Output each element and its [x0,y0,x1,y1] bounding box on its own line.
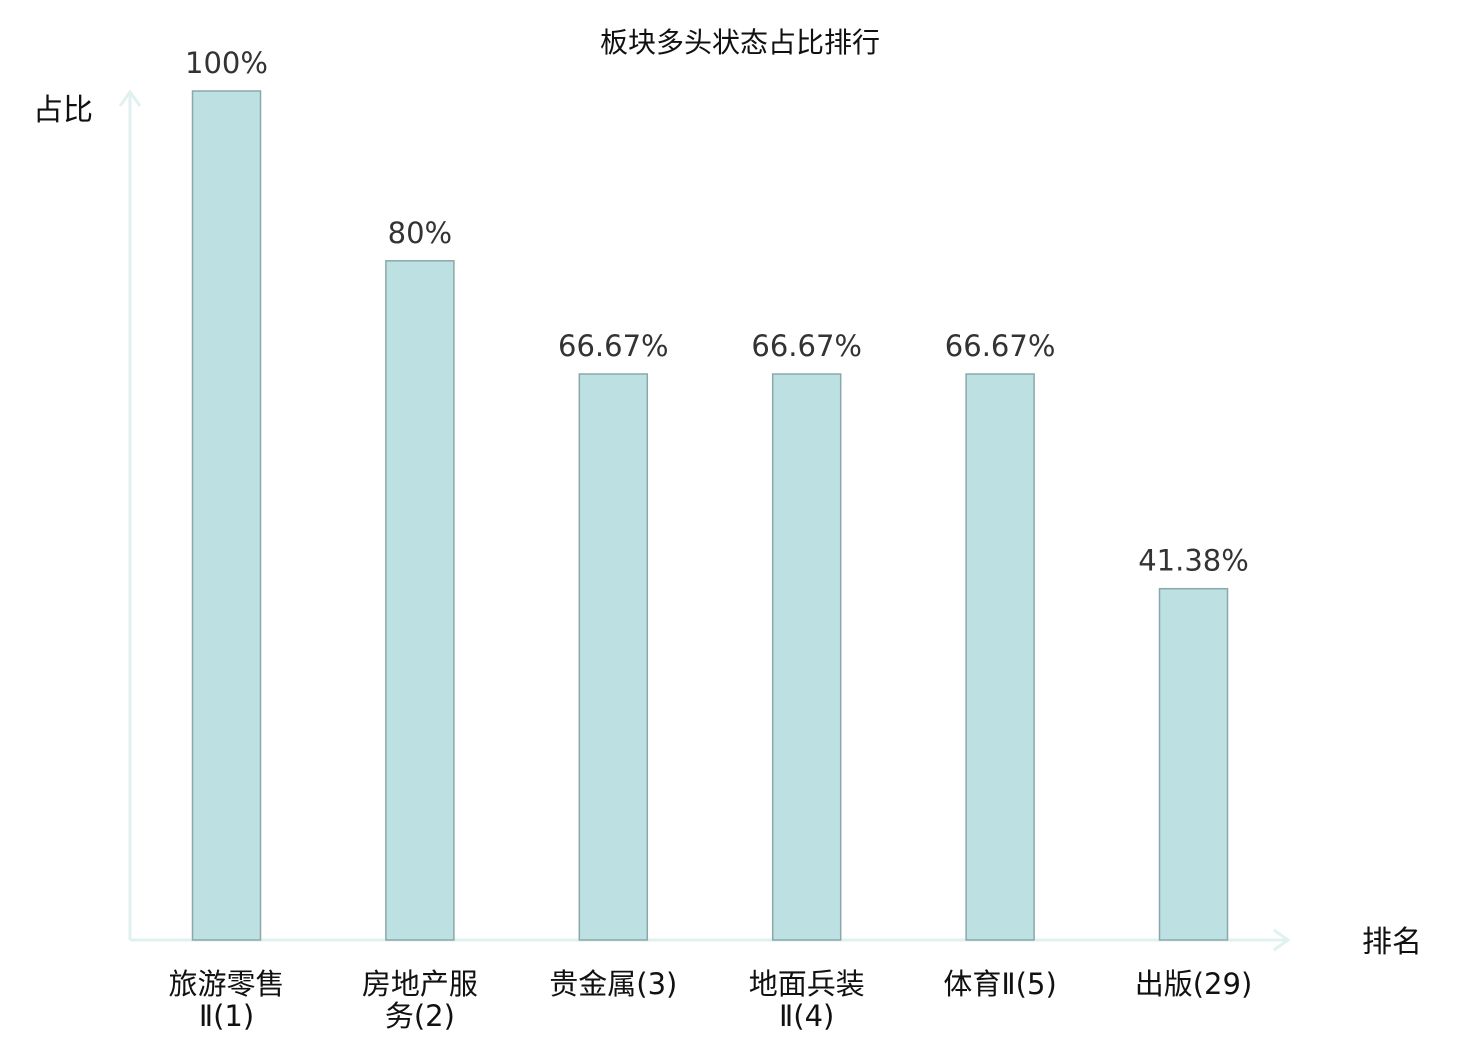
category-label-line: 地面兵装 [749,967,865,1001]
bars-group [191,90,1229,941]
category-label-5: 体育Ⅱ(5) [943,967,1056,1001]
bar-2 [385,260,455,941]
y-axis-label: 占比 [33,93,93,128]
category-label-line: Ⅱ(4) [779,999,834,1033]
category-label-line: 旅游零售 [168,967,284,1001]
category-label-3: 贵金属(3) [549,967,677,1001]
category-label-1: 旅游零售 Ⅱ(1) [168,967,284,1033]
value-labels-group: 100% 80% 66.67% 66.67% 66.67% 41.38% [185,46,1249,578]
bar-1 [191,90,262,941]
bar-4 [771,373,842,941]
value-label-1: 100% [185,46,268,80]
value-label-5: 66.67% [945,329,1056,363]
bar-6 [1158,587,1229,941]
category-label-line: Ⅱ(1) [199,999,254,1033]
category-label-6: 出版(29) [1135,967,1253,1001]
category-label-2: 房地产服务(2) [362,967,478,1033]
x-axis: 排名 [130,925,1422,960]
value-label-2: 80% [388,216,452,250]
x-axis-arrow-icon [1273,928,1291,952]
category-label-4: 地面兵装 Ⅱ(4) [749,967,865,1033]
category-labels-group: 旅游零售 Ⅱ(1) 房地产服务(2) 贵金属(3) 地面兵装 Ⅱ(4) 体育Ⅱ(5) 出版(2… [168,967,1252,1033]
category-label-line: 体育Ⅱ(5) [943,967,1056,1001]
category-label-line: 务(2) [385,999,455,1033]
chart-title: 板块多头状态占比排行 [600,26,880,59]
bar-3 [578,373,649,941]
y-axis: 占比 [33,89,142,940]
value-label-3: 66.67% [558,329,669,363]
category-label-line: 贵金属(3) [549,967,677,1001]
bar-5 [965,373,1035,941]
x-axis-label: 排名 [1362,925,1422,960]
y-axis-arrow-icon [118,89,142,107]
category-label-line: 房地产服 [362,967,478,1001]
value-label-6: 41.38% [1138,544,1249,578]
value-label-4: 66.67% [751,329,862,363]
category-label-line: 出版(29) [1135,967,1253,1001]
